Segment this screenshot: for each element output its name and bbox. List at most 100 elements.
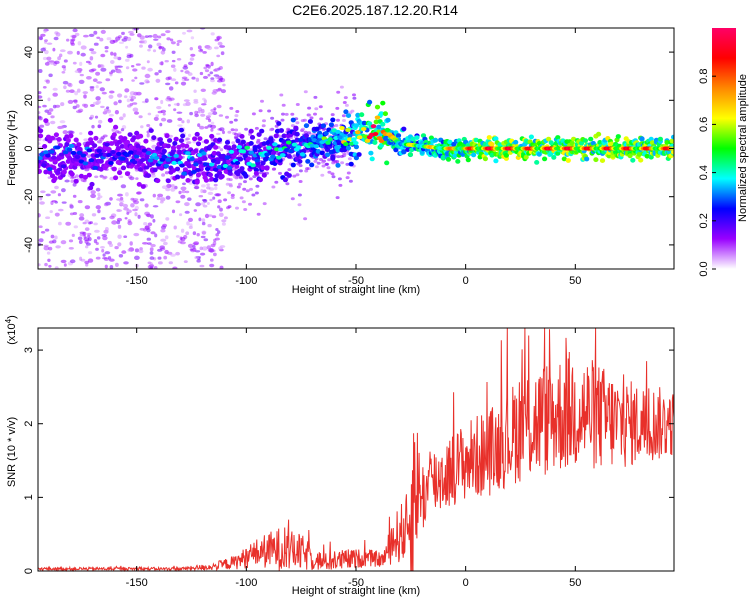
colorbar-tick-label: 0.0 [698, 261, 710, 276]
spectrogram-noise-cell [106, 109, 112, 114]
spectrogram-noise-cell [115, 262, 119, 267]
spectrogram-band-cell [170, 168, 177, 173]
spectrogram-noise-cell [229, 106, 234, 110]
spectrogram-noise-cell [244, 127, 249, 131]
spectrogram-band-cell [615, 134, 621, 139]
spectrogram-noise-cell [314, 107, 319, 111]
spectrogram-noise-cell [170, 41, 176, 45]
spectrogram-noise-cell [95, 96, 101, 101]
spectrogram-noise-cell [313, 112, 317, 116]
spectrogram-noise-cell [202, 97, 206, 101]
spectrogram-panel: -150 -100 -50 0 50 -40 -20 0 20 40 Height of stra… [6, 27, 675, 296]
spectrogram-noise-cell [134, 76, 138, 80]
spectrogram-noise-cell [271, 185, 276, 189]
spectrogram-noise-cell [229, 120, 234, 124]
spectrogram-noise-cell [207, 124, 213, 128]
spectrogram-band-cell [124, 171, 131, 177]
spectrogram-band-cell [639, 136, 645, 142]
snr-y-tick-label: 0 [23, 568, 35, 574]
spectrogram-noise-cell [96, 36, 101, 39]
spectrogram-noise-cell [239, 196, 244, 200]
spectrogram-noise-cell [85, 60, 91, 64]
spectrogram-noise-cell [122, 113, 126, 118]
spectrogram-noise-cell [132, 68, 138, 72]
spectrogram-band-cell [86, 172, 92, 178]
spectrogram-band-cell [447, 139, 453, 145]
spectrogram-noise-cell [178, 190, 182, 195]
spectrogram-noise-cell [206, 186, 211, 190]
spectrogram-noise-cell [147, 112, 152, 116]
spectrogram-noise-cell [262, 202, 267, 206]
spectrogram-noise-cell [149, 256, 155, 260]
colorbar: 0.0 0.2 0.4 0.6 0.8 Normalized spectral ampl… [698, 28, 749, 277]
spectrogram-noise-cell [206, 183, 211, 186]
spectrogram-noise-cell [92, 101, 98, 106]
spectrogram-noise-cell [158, 261, 163, 265]
spectrogram-noise-cell [77, 200, 83, 204]
spectrogram-noise-cell [144, 225, 150, 230]
spectrogram-noise-cell [86, 242, 91, 246]
spectrogram-noise-cell [193, 100, 199, 104]
spectrogram-noise-cell [177, 117, 183, 122]
spectrogram-noise-cell [44, 228, 50, 232]
spectrogram-noise-cell [248, 202, 252, 206]
spectrogram-ridge-cell [60, 164, 67, 169]
spectrogram-noise-cell [55, 245, 61, 249]
spectrogram-noise-cell [100, 29, 106, 34]
spectrogram-noise-cell [201, 221, 206, 226]
spectrogram-axes: -150 -100 -50 0 50 -40 -20 0 20 40 [23, 28, 674, 287]
spectrogram-noise-cell [71, 233, 75, 237]
spectrogram-band-cell [264, 165, 270, 171]
spectrogram-noise-cell [87, 236, 92, 242]
spectrogram-noise-cell [38, 111, 41, 115]
spectrogram-band-cell [76, 142, 82, 148]
spectrogram-band-cell [256, 132, 262, 138]
spectrogram-noise-cell [118, 99, 122, 104]
spectrogram-ridge-cell [45, 153, 51, 158]
spectrogram-noise-cell [71, 35, 77, 39]
spectrogram-noise-cell [155, 114, 159, 117]
spectrogram-band-cell [355, 112, 361, 118]
spectrogram-noise-cell [207, 191, 214, 195]
spectrogram-band-cell [305, 159, 311, 164]
spectrogram-band-cell [286, 154, 292, 159]
spectrogram-noise-cell [52, 239, 57, 244]
spectrogram-noise-cell [188, 133, 192, 138]
spectrogram-band-cell [47, 169, 53, 175]
spectrogram-noise-cell [95, 256, 101, 260]
spectrogram-ridge-cell [43, 150, 49, 155]
spectrogram-noise-cell [216, 104, 222, 109]
spectrogram-noise-cell [169, 38, 174, 42]
spectrogram-noise-cell [83, 34, 89, 38]
spectrogram-band-cell [38, 128, 44, 134]
spectrogram-band-cell [593, 157, 599, 163]
spectrogram-noise-cell [144, 98, 149, 103]
spectrogram-band-cell [159, 165, 165, 171]
spectrogram-noise-cell [82, 231, 87, 236]
spectrogram-band-cell [185, 178, 191, 183]
spectrogram-band-cell [64, 134, 70, 140]
spectrogram-noise-cell [309, 116, 314, 120]
spectrogram-band-cell [380, 121, 386, 127]
spectrogram-band-cell [178, 127, 184, 133]
spectrogram-band-cell [192, 136, 198, 142]
spectrogram-noise-cell [48, 264, 52, 268]
spectrogram-noise-cell [91, 213, 97, 217]
spectrogram-noise-cell [93, 42, 99, 46]
spectrogram-noise-cell [126, 36, 132, 42]
spectrogram-noise-cell [199, 246, 203, 251]
spectrogram-noise-cell [171, 209, 176, 214]
spectrogram-noise-cell [118, 254, 124, 258]
spectrogram-noise-cell [154, 97, 159, 101]
spectrogram-band-cell [194, 131, 200, 137]
spectrogram-noise-cell [220, 89, 226, 94]
spectrogram-noise-cell [202, 75, 209, 79]
spectrogram-noise-cell [197, 123, 201, 127]
spectrogram-noise-cell [147, 222, 153, 227]
spectrogram-ridge-cell [250, 163, 256, 168]
snr-y-tick-label: 1 [23, 494, 35, 500]
spectrogram-noise-cell [249, 148, 254, 152]
spectrogram-noise-cell [187, 243, 194, 248]
spectrogram-band-cell [107, 117, 113, 123]
spectrogram-noise-cell [114, 65, 118, 71]
